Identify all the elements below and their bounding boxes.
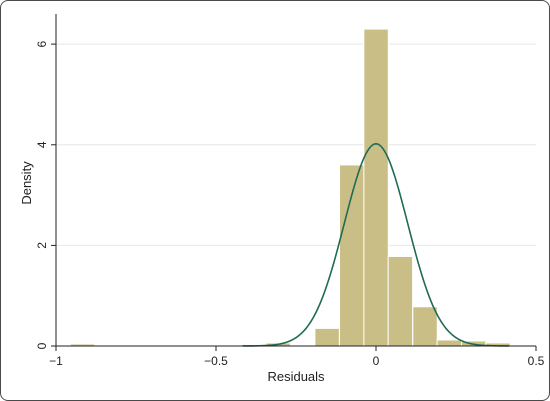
y-tick-label-3: 6	[35, 41, 49, 48]
density-curve	[242, 142, 510, 347]
histogram-bar-4	[339, 164, 365, 347]
x-axis-label: Residuals	[267, 369, 325, 384]
density-curve-layer	[242, 142, 510, 347]
histogram-bar-3	[314, 327, 340, 347]
histogram-bar-6	[387, 255, 414, 347]
axes: −1 −0.5 0 0.5 0 2 4 6	[35, 14, 545, 368]
histogram-bar-8	[436, 339, 463, 347]
y-tick-label-1: 2	[35, 242, 49, 249]
y-axis-label: Density	[19, 161, 34, 205]
histogram-bar-5	[363, 28, 389, 347]
histogram-bar-7	[412, 306, 438, 347]
x-tick-label-2: 0	[373, 354, 380, 368]
grid-lines	[56, 43, 536, 246]
x-tick-label-1: −0.5	[204, 354, 228, 368]
y-tick-label-0: 0	[35, 342, 49, 349]
histogram-bars	[69, 28, 511, 347]
y-tick-label-2: 4	[35, 141, 49, 148]
x-tick-label-3: 0.5	[528, 354, 545, 368]
x-tick-label-0: −1	[49, 354, 63, 368]
